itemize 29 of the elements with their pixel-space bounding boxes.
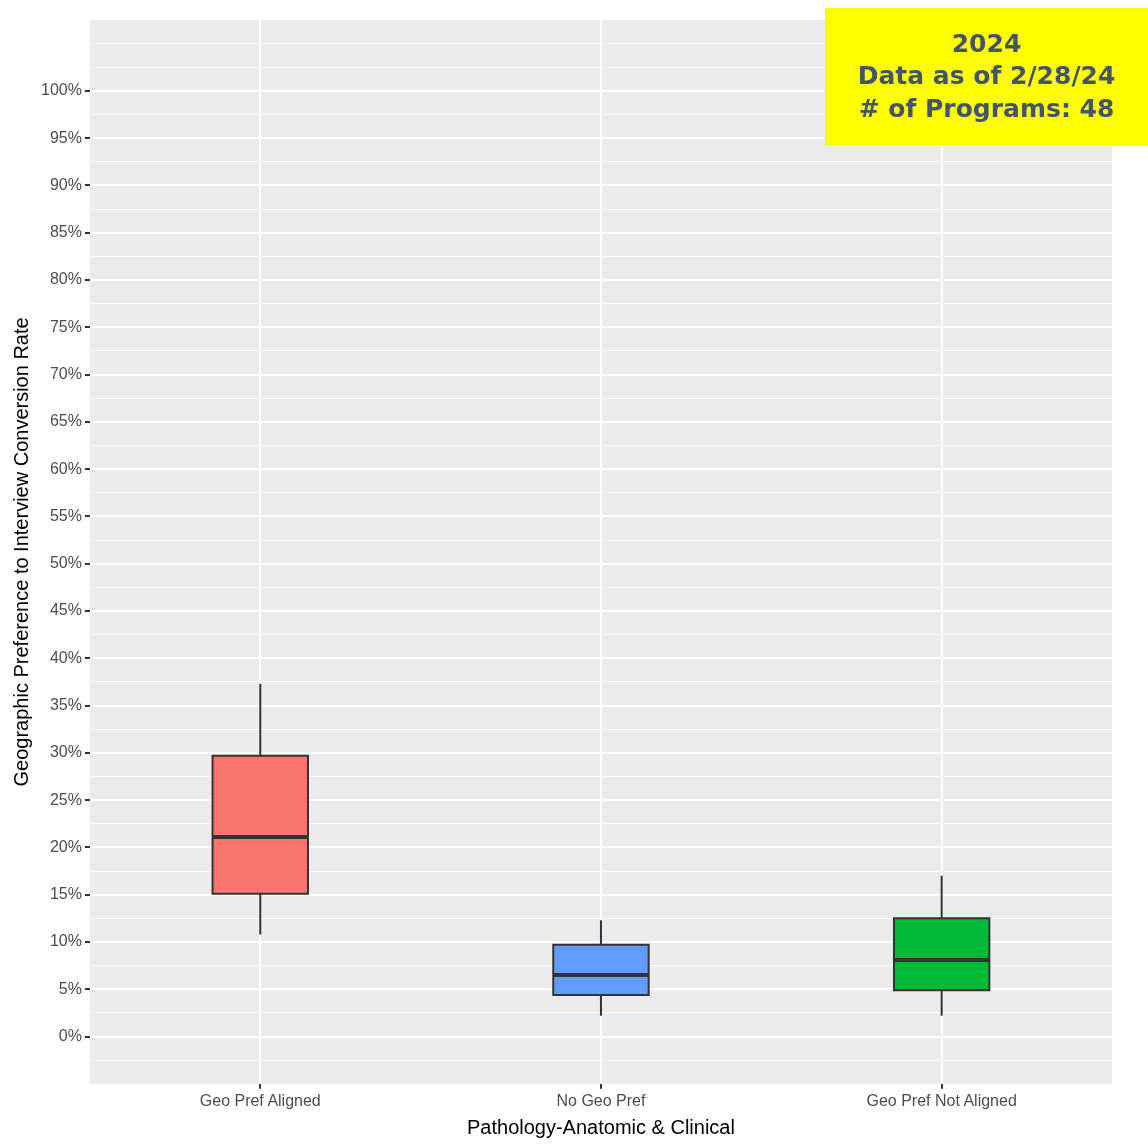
x-axis-title: Pathology-Anatomic & Clinical [467,1115,735,1138]
y-tick-label: 60% [49,459,82,477]
y-tick-label: 45% [49,601,82,619]
y-tick-label: 100% [41,81,82,99]
y-tick-label: 15% [49,885,82,903]
y-tick-label: 40% [49,648,82,666]
y-tick-label: 50% [49,554,82,572]
y-tick-label: 25% [49,790,82,808]
y-tick-label: 5% [58,979,82,997]
y-tick-label: 75% [49,317,82,335]
x-tick-label: Geo Pref Not Aligned [866,1091,1017,1109]
annotation: 2024 [950,27,1023,60]
y-tick-label: 0% [58,1026,82,1044]
y-axis-title: Geographic Preference to Interview Conversion Rate [9,317,32,787]
y-tick-label: 90% [49,175,82,193]
annotation: # of Programs: 48 [857,92,1116,125]
y-tick-label: 95% [49,128,82,146]
y-tick-label: 10% [49,932,82,950]
y-tick-label: 35% [49,695,82,713]
y-tick-label: 30% [49,743,82,761]
y-tick-label: 80% [49,270,82,288]
y-tick-label: 85% [49,223,82,241]
x-tick-label: Geo Pref Aligned [199,1091,321,1109]
y-tick-label: 20% [49,837,82,855]
y-tick-label: 70% [49,365,82,383]
x-tick-label: No Geo Pref [556,1091,646,1109]
y-tick-label: 65% [49,412,82,430]
annotation: Data as of 2/28/24 [856,60,1117,93]
y-tick-label: 55% [49,506,82,524]
